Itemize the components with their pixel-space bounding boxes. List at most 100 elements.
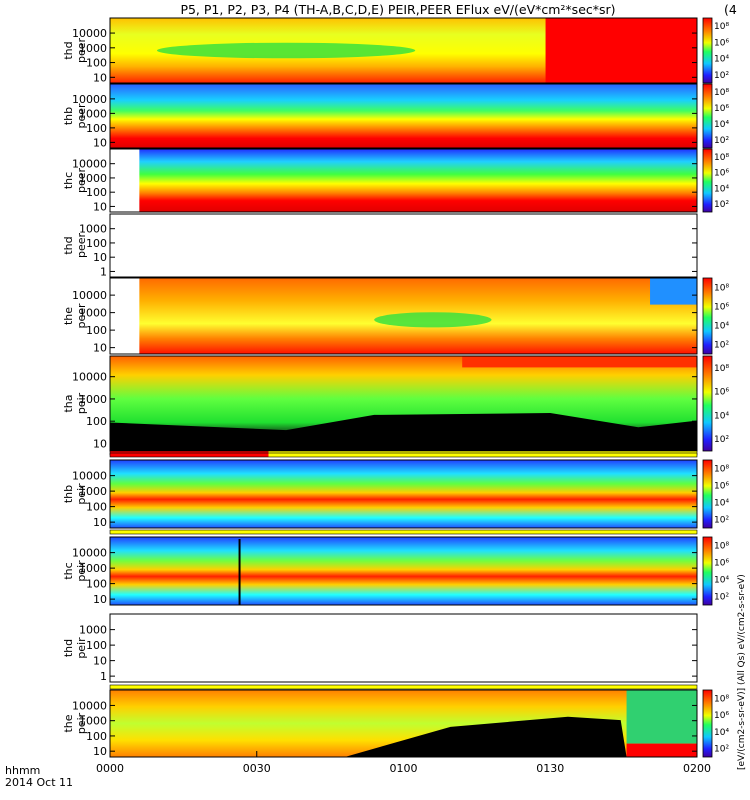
panel-frame <box>109 277 698 355</box>
no-data-region <box>110 413 697 451</box>
y-tick-label: 100 <box>86 415 107 428</box>
panel-frame <box>109 459 698 529</box>
colorbar-tick-label: 10⁶ <box>714 559 729 569</box>
spectrogram-data <box>110 84 697 148</box>
colorbar <box>702 536 713 606</box>
panel-species-label: peer <box>75 233 88 259</box>
x-axis-date-label: 2014 Oct 11 <box>5 776 73 789</box>
colorbar-tick-label: 10⁴ <box>714 411 729 421</box>
panel-species-label: peer <box>75 168 88 194</box>
y-tick-label: 10000 <box>72 93 107 106</box>
y-tick-label: 1000 <box>79 307 107 320</box>
colorbar-tick-label: 10⁴ <box>714 55 729 65</box>
panel-species-label: peir <box>75 483 88 505</box>
colorbar <box>702 83 713 149</box>
colorbar-tick-label: 10⁴ <box>714 499 729 509</box>
no-data-region <box>344 716 627 757</box>
figure-title: P5, P1, P2, P3, P4 (TH-A,B,C,D,E) PEIR,P… <box>180 2 615 17</box>
flag-bar <box>110 530 697 534</box>
colorbar <box>702 689 713 758</box>
colorbar-tick-label: 10⁸ <box>714 88 729 98</box>
flag-bar-frame <box>109 452 698 458</box>
y-tick-label: 10 <box>93 437 107 450</box>
y-tick-label: 1 <box>100 670 107 683</box>
high-flux-region <box>626 743 697 757</box>
mid-flux-band <box>156 42 416 59</box>
panel-probe-label: thb <box>62 485 75 503</box>
x-axis-corner-label: hhmm <box>5 764 40 777</box>
y-tick-label: 100 <box>86 237 107 250</box>
colorbar-unit-label: [eV/(cm2-s-sr-eV)] (All Qs) eV/(cm2-s-sr… <box>737 574 747 770</box>
colorbar-tick-label: 10⁴ <box>714 184 729 194</box>
y-tick-label: 10000 <box>72 470 107 483</box>
panel-species-label: peer <box>75 38 88 64</box>
y-tick-label: 1000 <box>79 485 107 498</box>
colorbar-tick-label: 10⁴ <box>714 728 729 738</box>
y-tick-label: 1000 <box>79 107 107 120</box>
y-tick-label: 10 <box>93 655 107 668</box>
y-tick-label: 100 <box>86 730 107 743</box>
colorbar <box>702 355 713 452</box>
x-tick-label: 0100 <box>390 762 418 775</box>
panel-the-peir: 10 100 1000 10000 the peir 10² 10⁴ 10⁶ 10⁸ <box>62 684 729 758</box>
colorbar-tick-label: 10² <box>714 71 729 81</box>
panel-tha-peir: 10 100 1000 10000 tha peir 10² 10⁴ 10⁶ 10⁸ <box>62 355 729 456</box>
panel-probe-label: thd <box>62 639 75 657</box>
colorbar <box>702 17 713 84</box>
panel-thb-peir: 10 100 1000 10000 thb peir 10² 10⁴ 10⁶ 10⁸ <box>62 452 729 529</box>
y-tick-label: 1000 <box>79 393 107 406</box>
y-tick-label: 10000 <box>72 699 107 712</box>
y-tick-label: 10 <box>93 200 107 213</box>
spectrogram-data <box>110 537 697 605</box>
y-tick-label: 1000 <box>79 223 107 236</box>
colorbar-tick-label: 10⁸ <box>714 153 729 163</box>
panel-probe-label: thc <box>62 172 75 189</box>
colorbar-tick-label: 10⁶ <box>714 711 729 721</box>
y-tick-label: 1000 <box>79 42 107 55</box>
colorbar-tick-label: 10² <box>714 516 729 526</box>
y-tick-label: 100 <box>86 57 107 70</box>
panel-species-label: peer <box>75 303 88 329</box>
panel-probe-label: thd <box>62 236 75 254</box>
colorbar-tick-label: 10⁸ <box>714 364 729 374</box>
colorbar-tick-label: 10⁸ <box>714 542 729 552</box>
x-tick-label: 0130 <box>536 762 564 775</box>
y-tick-label: 1 <box>100 265 107 278</box>
panel-probe-label: thc <box>62 562 75 579</box>
panel-probe-label: thb <box>62 107 75 125</box>
panel-frame <box>109 613 698 683</box>
y-tick-label: 1000 <box>79 624 107 637</box>
y-tick-label: 1000 <box>79 715 107 728</box>
data-spike <box>238 539 241 605</box>
colorbar-tick-label: 10² <box>714 435 729 445</box>
panel-probe-label: the <box>62 307 75 325</box>
colorbar-tick-label: 10⁴ <box>714 120 729 130</box>
y-tick-label: 10000 <box>72 547 107 560</box>
colorbar <box>702 277 713 355</box>
figure-title-overflow: (4 <box>724 2 737 17</box>
panel-species-label: peir <box>75 392 88 414</box>
panel-probe-label: thd <box>62 41 75 59</box>
x-axis: 0000 0030 0100 0130 0200 <box>96 751 711 775</box>
y-tick-label: 10000 <box>72 158 107 171</box>
flag-bar-frame <box>109 684 698 690</box>
colorbar <box>702 148 713 213</box>
colorbar-tick-label: 10⁶ <box>714 388 729 398</box>
colorbar-tick-label: 10² <box>714 593 729 603</box>
y-tick-label: 10 <box>93 251 107 264</box>
y-tick-label: 10 <box>93 342 107 355</box>
colorbar-tick-label: 10⁶ <box>714 104 729 114</box>
panel-frame <box>109 536 698 606</box>
panel-probe-label: the <box>62 714 75 732</box>
mid-flux-band <box>374 312 492 328</box>
panel-frame <box>109 148 698 213</box>
flag-bar-frame <box>109 529 698 535</box>
panel-species-label: peir <box>75 637 88 659</box>
y-tick-label: 100 <box>86 639 107 652</box>
flag-bar <box>110 685 697 689</box>
y-tick-label: 10000 <box>72 371 107 384</box>
